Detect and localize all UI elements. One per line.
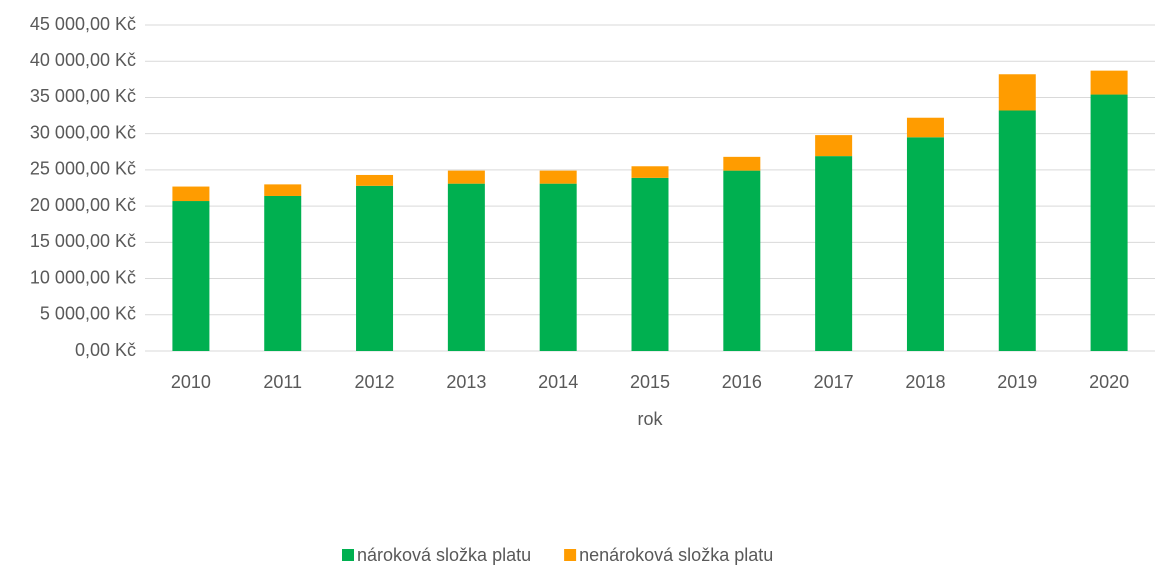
bar-segment [631,177,669,351]
bar-segment [1090,70,1128,95]
x-tick-label: 2019 [997,372,1037,392]
x-axis-label: rok [637,409,663,429]
bar-segment [447,183,485,351]
bar-segment [998,74,1036,111]
x-tick-label: 2012 [355,372,395,392]
legend-label: nároková složka platu [357,545,531,565]
bar-segment [447,170,485,184]
y-tick-label: 35 000,00 Kč [30,86,136,106]
x-tick-label: 2017 [814,372,854,392]
bar-segment [264,195,302,351]
y-tick-label: 45 000,00 Kč [30,14,136,34]
bar-segment [539,183,577,351]
y-tick-label: 25 000,00 Kč [30,159,136,179]
x-tick-label: 2016 [722,372,762,392]
y-tick-label: 20 000,00 Kč [30,195,136,215]
bar-segment [1090,94,1128,352]
y-tick-label: 30 000,00 Kč [30,122,136,142]
x-tick-label: 2014 [538,372,578,392]
legend-label: nenároková složka platu [579,545,773,565]
bar-segment [264,184,302,196]
bar-segment [356,174,394,186]
y-tick-label: 15 000,00 Kč [30,231,136,251]
bar-segment [172,186,210,202]
bar-segment [815,135,853,157]
x-tick-label: 2018 [905,372,945,392]
x-tick-label: 2020 [1089,372,1129,392]
x-tick-label: 2013 [446,372,486,392]
y-tick-label: 0,00 Kč [75,340,136,360]
bar-segment [906,117,944,138]
bar-segment [723,156,761,171]
y-tick-label: 10 000,00 Kč [30,267,136,287]
bar-segment [631,166,669,178]
bar-segment [815,156,853,351]
x-tick-label: 2015 [630,372,670,392]
legend-swatch [564,549,577,561]
bar-segment [356,185,394,351]
x-tick-label: 2010 [171,372,211,392]
bar-segment [539,170,577,184]
y-tick-label: 40 000,00 Kč [30,50,136,70]
y-tick-label: 5 000,00 Kč [40,304,136,324]
bar-segment [723,170,761,351]
bar-segment [998,110,1036,352]
legend-swatch [342,549,354,561]
bar-segment [906,137,944,351]
x-tick-label: 2011 [263,372,302,392]
bar-segment [172,201,210,351]
